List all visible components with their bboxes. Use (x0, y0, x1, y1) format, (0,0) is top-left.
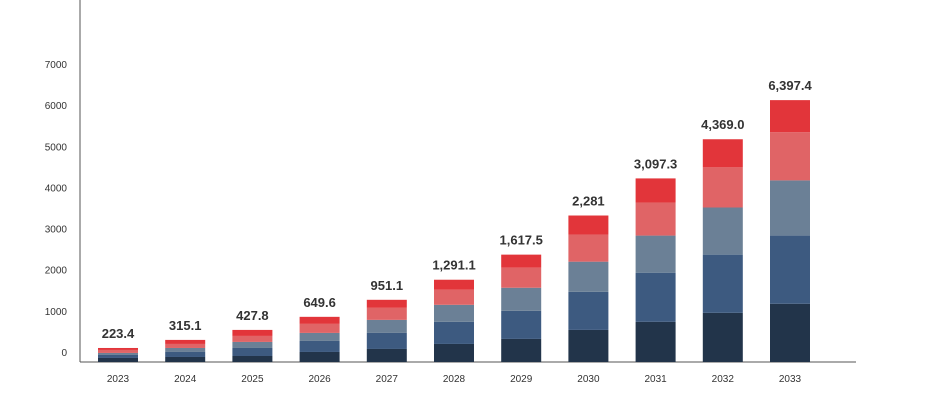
x-tick-label: 2023 (107, 374, 130, 385)
bar-segment (366, 307, 407, 320)
bar-segment (165, 347, 206, 352)
y-tick-label: 1000 (45, 307, 68, 318)
x-tick-label: 2033 (779, 374, 802, 385)
bar-segment (299, 351, 340, 362)
bar-segment (98, 352, 138, 355)
bar-segment (165, 339, 206, 344)
bar-segment (165, 343, 206, 348)
bar-segment (770, 235, 810, 304)
y-tick-label: 3000 (45, 225, 68, 236)
total-label: 2,281 (572, 194, 605, 209)
total-label: 1,617.5 (500, 233, 543, 248)
y-tick-label: 0 (61, 348, 67, 359)
y-tick-label: 5000 (45, 142, 68, 153)
bar-segment (434, 289, 474, 305)
bar-segment (232, 335, 273, 342)
bar-segment (366, 319, 407, 333)
bar-segment (568, 291, 609, 330)
bar-segment (501, 287, 542, 311)
bar-segment (568, 215, 609, 235)
bar-segment (165, 351, 206, 357)
bar-segment (635, 235, 676, 273)
total-label: 4,369.0 (701, 117, 744, 132)
bar-segment (434, 279, 474, 290)
total-label: 427.8 (236, 308, 269, 323)
bar-segment (366, 299, 407, 308)
x-tick-label: 2024 (174, 374, 197, 385)
bar-segment (434, 321, 474, 344)
bar-segment (501, 338, 542, 362)
bar-segment (770, 100, 810, 133)
total-label: 649.6 (303, 295, 336, 310)
x-tick-label: 2029 (510, 374, 533, 385)
y-tick-label: 7000 (45, 60, 68, 71)
x-tick-label: 2026 (308, 374, 331, 385)
bar-segment (568, 234, 609, 262)
bar-segment (702, 207, 743, 255)
bar-segment (98, 349, 138, 353)
bar-segment (165, 356, 206, 362)
total-label: 223.4 (102, 326, 135, 341)
x-tick-label: 2027 (376, 374, 399, 385)
bar-segment (232, 355, 273, 362)
bar-segment (635, 202, 676, 236)
bar-segment (98, 347, 138, 350)
bar-segment (98, 354, 138, 358)
y-tick-label: 6000 (45, 101, 68, 112)
bar-segment (501, 254, 542, 268)
bar-segment (366, 348, 407, 362)
bar-segment (702, 312, 743, 362)
bar-segment (501, 310, 542, 339)
bar-segment (770, 180, 810, 236)
bar-segment (299, 332, 340, 341)
x-tick-label: 2031 (644, 374, 667, 385)
x-tick-label: 2030 (577, 374, 600, 385)
x-tick-label: 2032 (712, 374, 735, 385)
total-label: 315.1 (169, 318, 202, 333)
bar-segment (501, 267, 542, 288)
bar-segment (232, 341, 273, 348)
bar-segment (232, 347, 273, 356)
bar-segment (770, 132, 810, 181)
bar-segment (770, 303, 810, 362)
bar-segment (434, 304, 474, 322)
bar-segment (299, 323, 340, 333)
bar-segment (232, 329, 273, 336)
x-tick-label: 2028 (443, 374, 466, 385)
bar-segment (299, 316, 340, 324)
total-label: 3,097.3 (634, 156, 677, 171)
bar-segment (702, 167, 743, 208)
bar-segment (635, 272, 676, 322)
bar-segment (98, 357, 138, 362)
x-tick-label: 2025 (241, 374, 264, 385)
bar-segment (366, 332, 407, 349)
y-tick-label: 4000 (45, 183, 68, 194)
bar-segment (568, 329, 609, 362)
bar-segment (635, 178, 676, 203)
bar-segment (702, 254, 743, 313)
total-label: 951.1 (371, 278, 404, 293)
total-label: 1,291.1 (432, 258, 475, 273)
bar-segment (299, 340, 340, 352)
bar-segment (568, 261, 609, 292)
y-tick-label: 2000 (45, 266, 68, 277)
bar-segment (635, 321, 676, 362)
bar-segment (702, 139, 743, 168)
total-label: 6,397.4 (768, 78, 812, 93)
bar-segment (434, 343, 474, 362)
